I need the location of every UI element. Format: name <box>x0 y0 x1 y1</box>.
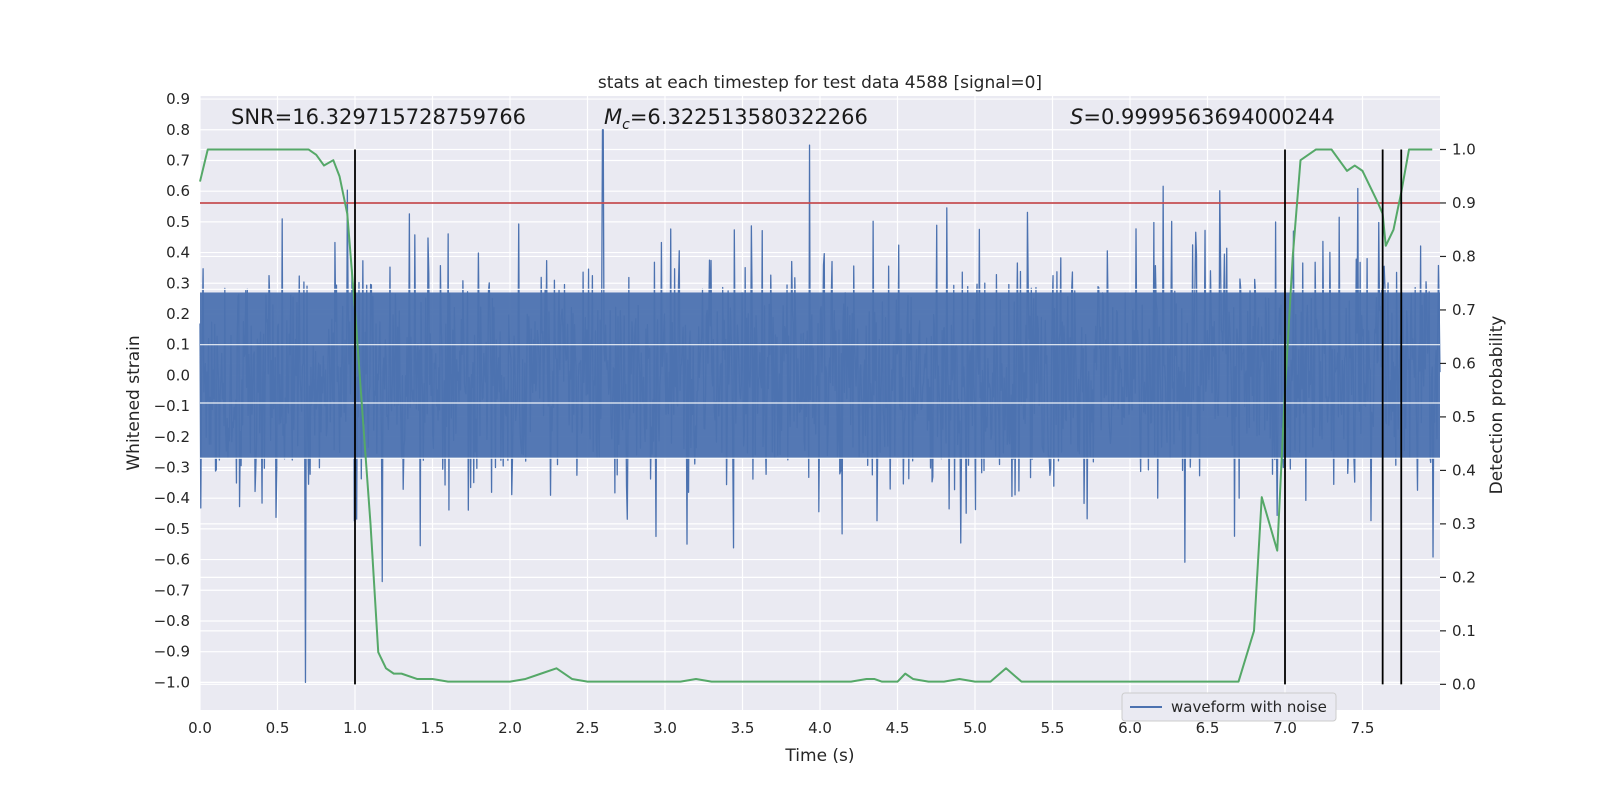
x-tick-label: 5.5 <box>1041 719 1065 737</box>
score-annotation: S=0.9999563694000244 <box>1070 105 1335 129</box>
probability-series <box>199 148 1433 683</box>
legend: waveform with noise <box>1121 692 1337 722</box>
y-tick-label: 0.4 <box>166 244 190 262</box>
y2-tick-label: 0.9 <box>1452 194 1476 212</box>
y2-tick-label: 0.2 <box>1452 568 1476 586</box>
y-tick-label: 0.1 <box>166 336 190 354</box>
y-tick-label: 0.0 <box>166 366 190 384</box>
y2-tick-label: 1.0 <box>1452 140 1476 158</box>
y-tick-label: 0.6 <box>166 182 190 200</box>
legend-label-waveform: waveform with noise <box>1171 698 1327 716</box>
chirp-mass-annotation: Mc=6.322513580322266 <box>604 105 868 133</box>
x-tick-label: 6.5 <box>1196 719 1220 737</box>
x-tick-label: 4.5 <box>886 719 910 737</box>
y-tick-label: −0.7 <box>154 581 190 599</box>
y2-tick-label: 0.6 <box>1452 354 1476 372</box>
snr-annotation: SNR=16.329715728759766 <box>231 105 526 129</box>
x-tick-label: 6.0 <box>1118 719 1142 737</box>
waveform-series <box>199 129 1441 684</box>
y2-tick-label: 0.5 <box>1452 408 1476 426</box>
y-tick-label: −0.5 <box>154 520 190 538</box>
y2-tick-label: 0.0 <box>1452 675 1476 693</box>
y-tick-label: 0.3 <box>166 274 190 292</box>
y2-tick-label: 0.7 <box>1452 301 1476 319</box>
y-tick-label: −0.4 <box>154 489 190 507</box>
y2-tick-labels: 0.0 0.1 0.2 0.3 0.4 0.5 0.6 0.7 0.8 0.9 1.0 <box>1440 140 1476 693</box>
x-tick-label: 0.0 <box>188 719 212 737</box>
waveform-dense-band <box>200 292 1440 459</box>
x-tick-label: 1.0 <box>343 719 367 737</box>
y-axis-label: Whitened strain <box>124 335 144 470</box>
x-axis-label: Time (s) <box>784 746 854 766</box>
y-tick-label: −0.8 <box>154 612 190 630</box>
y-tick-labels: 0.9 0.8 0.7 0.6 0.5 0.4 0.3 0.2 0.1 0.0 −0.1 −0.2 −0… <box>154 90 190 691</box>
x-tick-label: 2.5 <box>576 719 600 737</box>
y-tick-label: −1.0 <box>154 673 190 691</box>
x-tick-label: 3.5 <box>731 719 755 737</box>
y2-tick-label: 0.8 <box>1452 247 1476 265</box>
x-tick-label: 2.0 <box>498 719 522 737</box>
y-tick-label: 0.5 <box>166 213 190 231</box>
y-tick-label: −0.1 <box>154 397 190 415</box>
probability-line <box>199 148 1433 683</box>
x-tick-label: 0.5 <box>266 719 290 737</box>
x-tick-label: 5.0 <box>963 719 987 737</box>
y-tick-label: −0.2 <box>154 428 190 446</box>
y2-tick-label: 0.1 <box>1452 622 1476 640</box>
x-tick-label: 7.0 <box>1273 719 1297 737</box>
x-tick-labels: 0.0 0.5 1.0 1.5 2.0 2.5 3.0 3.5 4.0 4.5 5.0 5.5 6.0 6… <box>188 719 1374 737</box>
y-tick-label: 0.8 <box>166 121 190 139</box>
chart-title: stats at each timestep for test data 458… <box>598 73 1042 93</box>
y-tick-label: −0.3 <box>154 458 190 476</box>
y2-tick-label: 0.4 <box>1452 461 1476 479</box>
y2-axis-label: Detection probability <box>1487 316 1507 495</box>
y-tick-label: −0.6 <box>154 551 190 569</box>
y-tick-label: 0.2 <box>166 305 190 323</box>
x-tick-label: 3.0 <box>653 719 677 737</box>
legend-box <box>1121 692 1337 722</box>
vertical-markers <box>354 149 1403 685</box>
x-tick-label: 4.0 <box>808 719 832 737</box>
x-tick-label: 7.5 <box>1351 719 1375 737</box>
y-tick-label: 0.7 <box>166 151 190 169</box>
y-tick-label: 0.9 <box>166 90 190 108</box>
x-tick-label: 1.5 <box>421 719 445 737</box>
y2-tick-label: 0.3 <box>1452 515 1476 533</box>
y-tick-label: −0.9 <box>154 643 190 661</box>
